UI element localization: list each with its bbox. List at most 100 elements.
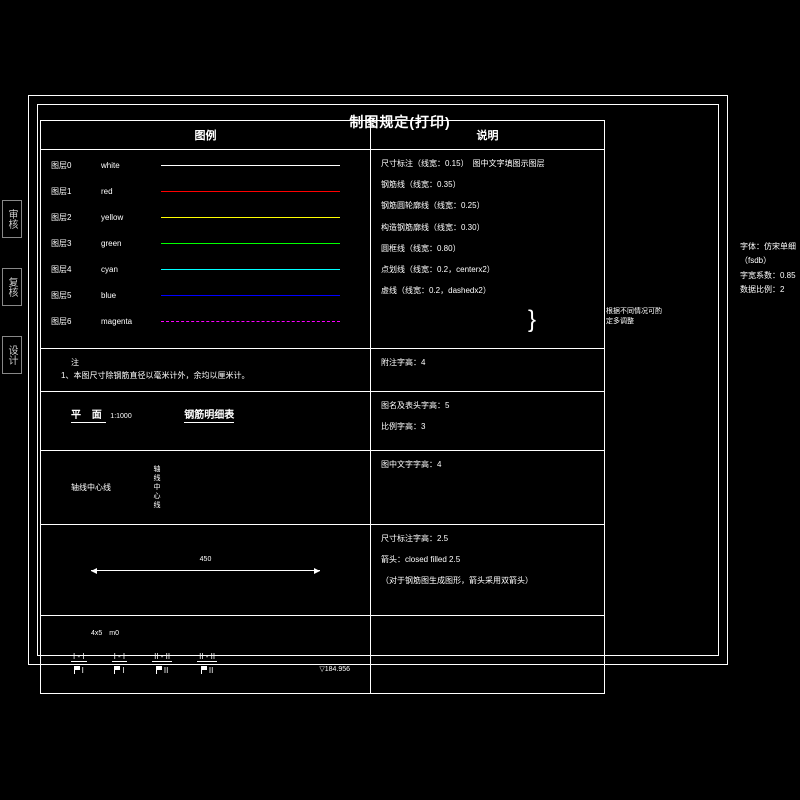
layer-line-sample: [161, 269, 340, 270]
section-mark: I - I I: [71, 652, 87, 675]
dim-text-height: 尺寸标注字高：2.5: [381, 533, 594, 544]
layer-row: 图层5blue: [51, 288, 360, 302]
section-mark-bottom: II: [156, 666, 168, 675]
section-hint: 4x5 m0: [51, 624, 360, 642]
axis-h-label: 轴线中心线: [71, 482, 111, 493]
layer-index: 图层3: [51, 238, 101, 249]
annot-ratio: 数据比例：2: [740, 283, 800, 297]
row-axis: 轴线中心线 轴线中心线 图中文字字高：4: [41, 451, 604, 525]
section-flag-icon: [156, 666, 162, 674]
title-height: 图名及表头字高：5: [381, 400, 594, 411]
axis-cell: 轴线中心线 轴线中心线: [41, 451, 371, 524]
dimension-bar-icon: [91, 570, 320, 571]
section-flag-icon: [201, 666, 207, 674]
section-flag-label: I: [122, 666, 124, 675]
text-height: 图中文字字高：4: [381, 459, 594, 470]
layer-line-sample: [161, 321, 340, 322]
desc-dashed: 虚线（线宽：0.2，dashedx2）: [381, 285, 594, 296]
side-tab-design[interactable]: 设计: [2, 336, 22, 374]
layer-row: 图层3green: [51, 236, 360, 250]
elevation-mark: ▽184.956: [319, 665, 350, 673]
section-flag-label: I: [82, 666, 84, 675]
layer-color-name: red: [101, 187, 151, 196]
layer-color-name: green: [101, 239, 151, 248]
desc-construct: 构造钢筋廓线（线宽：0.30）: [381, 222, 594, 233]
note-header: 注: [71, 357, 360, 370]
layer-index: 图层1: [51, 186, 101, 197]
sections-cell: 4x5 m0 I - III - IIII - IIIIII - IIII ▽1…: [41, 616, 371, 693]
layer-index: 图层5: [51, 290, 101, 301]
layer-line-sample: [161, 217, 340, 218]
axis-desc: 图中文字字高：4: [371, 451, 604, 524]
layer-index: 图层4: [51, 264, 101, 275]
layer-color-name: yellow: [101, 213, 151, 222]
layer-row: 图层4cyan: [51, 262, 360, 276]
header-desc: 说明: [371, 121, 604, 149]
plan-cell: 平 面 1:1000 钢筋明细表: [41, 392, 371, 450]
section-mark-top: II - II: [197, 652, 217, 662]
dimension-value: 450: [200, 556, 212, 563]
section-flag-label: II: [209, 666, 213, 675]
layer-color-name: white: [101, 161, 151, 170]
section-mark-top: I - I: [112, 652, 128, 662]
desc-rebar-outline: 钢筋圆轮廓线（线宽：0.25）: [381, 200, 594, 211]
section-mark-bottom: II: [201, 666, 213, 675]
annot-font: 字体：仿宋单细（fsdb）: [740, 240, 800, 269]
detail-table-label: 钢筋明细表: [184, 406, 234, 423]
note-cell: 注 1、本图尺寸除钢筋直径以毫米计外，余均以厘米计。: [41, 349, 371, 391]
layer-color-name: magenta: [101, 317, 151, 326]
layer-color-name: blue: [101, 291, 151, 300]
section-marks-group: I - III - IIII - IIIIII - IIII: [51, 642, 360, 685]
layer-line-sample: [161, 165, 340, 166]
desc-dimension: 尺寸标注（线宽：0.15） 图中文字填图示图层: [381, 158, 594, 169]
layer-line-sample: [161, 191, 340, 192]
layer-row: 图层1red: [51, 184, 360, 198]
section-mark-top: I - I: [71, 652, 87, 662]
section-mark-bottom: I: [114, 666, 124, 675]
brace-note: 根据不同情况可酌定多调整: [606, 306, 662, 326]
section-mark-top: II - II: [152, 652, 172, 662]
desc-cell: 尺寸标注（线宽：0.15） 图中文字填图示图层 钢筋线（线宽：0.35） 钢筋圆…: [371, 150, 604, 348]
row-note: 注 1、本图尺寸除钢筋直径以毫米计外，余均以厘米计。 附注字高：4: [41, 349, 604, 392]
layers-cell: 图层0white图层1red图层2yellow图层3green图层4cyan图层…: [41, 150, 371, 348]
spec-table: 图例 说明 图层0white 图层1red 图层2yellow 图层3green 图层4…: [40, 120, 605, 694]
layer-color-name: cyan: [101, 265, 151, 274]
section-flag-label: II: [164, 666, 168, 675]
section-mark: I - I I: [112, 652, 128, 675]
plan-desc: 图名及表头字高：5 比例字高：3: [371, 392, 604, 450]
annot-width: 字宽系数：0.85: [740, 269, 800, 283]
layer-index: 图层0: [51, 160, 101, 171]
desc-dashdot: 点划线（线宽：0.2，centerx2）: [381, 264, 594, 275]
plan-label: 平 面: [71, 406, 106, 423]
header-row: 图例 说明: [41, 121, 604, 150]
section-mark: II - II II: [152, 652, 172, 675]
section-mark-bottom: I: [74, 666, 84, 675]
brace-icon: }: [528, 306, 536, 334]
section-mark: II - II II: [197, 652, 217, 675]
note-desc: 附注字高：4: [371, 349, 604, 391]
font-annotation: 字体：仿宋单细（fsdb） 字宽系数：0.85 数据比例：2: [740, 240, 800, 298]
layer-line-sample: [161, 243, 340, 244]
scale-height: 比例字高：3: [381, 421, 594, 432]
dimension-sample: 450: [91, 560, 320, 580]
row-layers: 图层0white图层1red图层2yellow图层3green图层4cyan图层…: [41, 150, 604, 349]
axis-v-label: 轴线中心线: [151, 465, 161, 510]
side-tab-check[interactable]: 复核: [2, 268, 22, 306]
row-plan: 平 面 1:1000 钢筋明细表 图名及表头字高：5 比例字高：3: [41, 392, 604, 451]
arrow-note: （对于钢筋图生成图形，箭头采用双箭头）: [381, 575, 594, 586]
side-tab-review[interactable]: 审核: [2, 200, 22, 238]
row-dim: 450 尺寸标注字高：2.5 箭头：closed filled 2.5 （对于钢…: [41, 525, 604, 616]
section-flag-icon: [74, 666, 80, 674]
sections-desc: [371, 616, 604, 693]
section-flag-icon: [114, 666, 120, 674]
plan-scale: 1:1000: [110, 413, 131, 420]
desc-rebar: 钢筋线（线宽：0.35）: [381, 179, 594, 190]
arrow-style: 箭头：closed filled 2.5: [381, 554, 594, 565]
note-line1: 1、本图尺寸除钢筋直径以毫米计外，余均以厘米计。: [61, 370, 360, 383]
header-legend: 图例: [41, 121, 371, 149]
desc-circle: 圆框线（线宽：0.80）: [381, 243, 594, 254]
layer-index: 图层2: [51, 212, 101, 223]
annot-height: 附注字高：4: [381, 357, 594, 368]
layer-row: 图层6magenta: [51, 314, 360, 328]
layer-row: 图层0white: [51, 158, 360, 172]
